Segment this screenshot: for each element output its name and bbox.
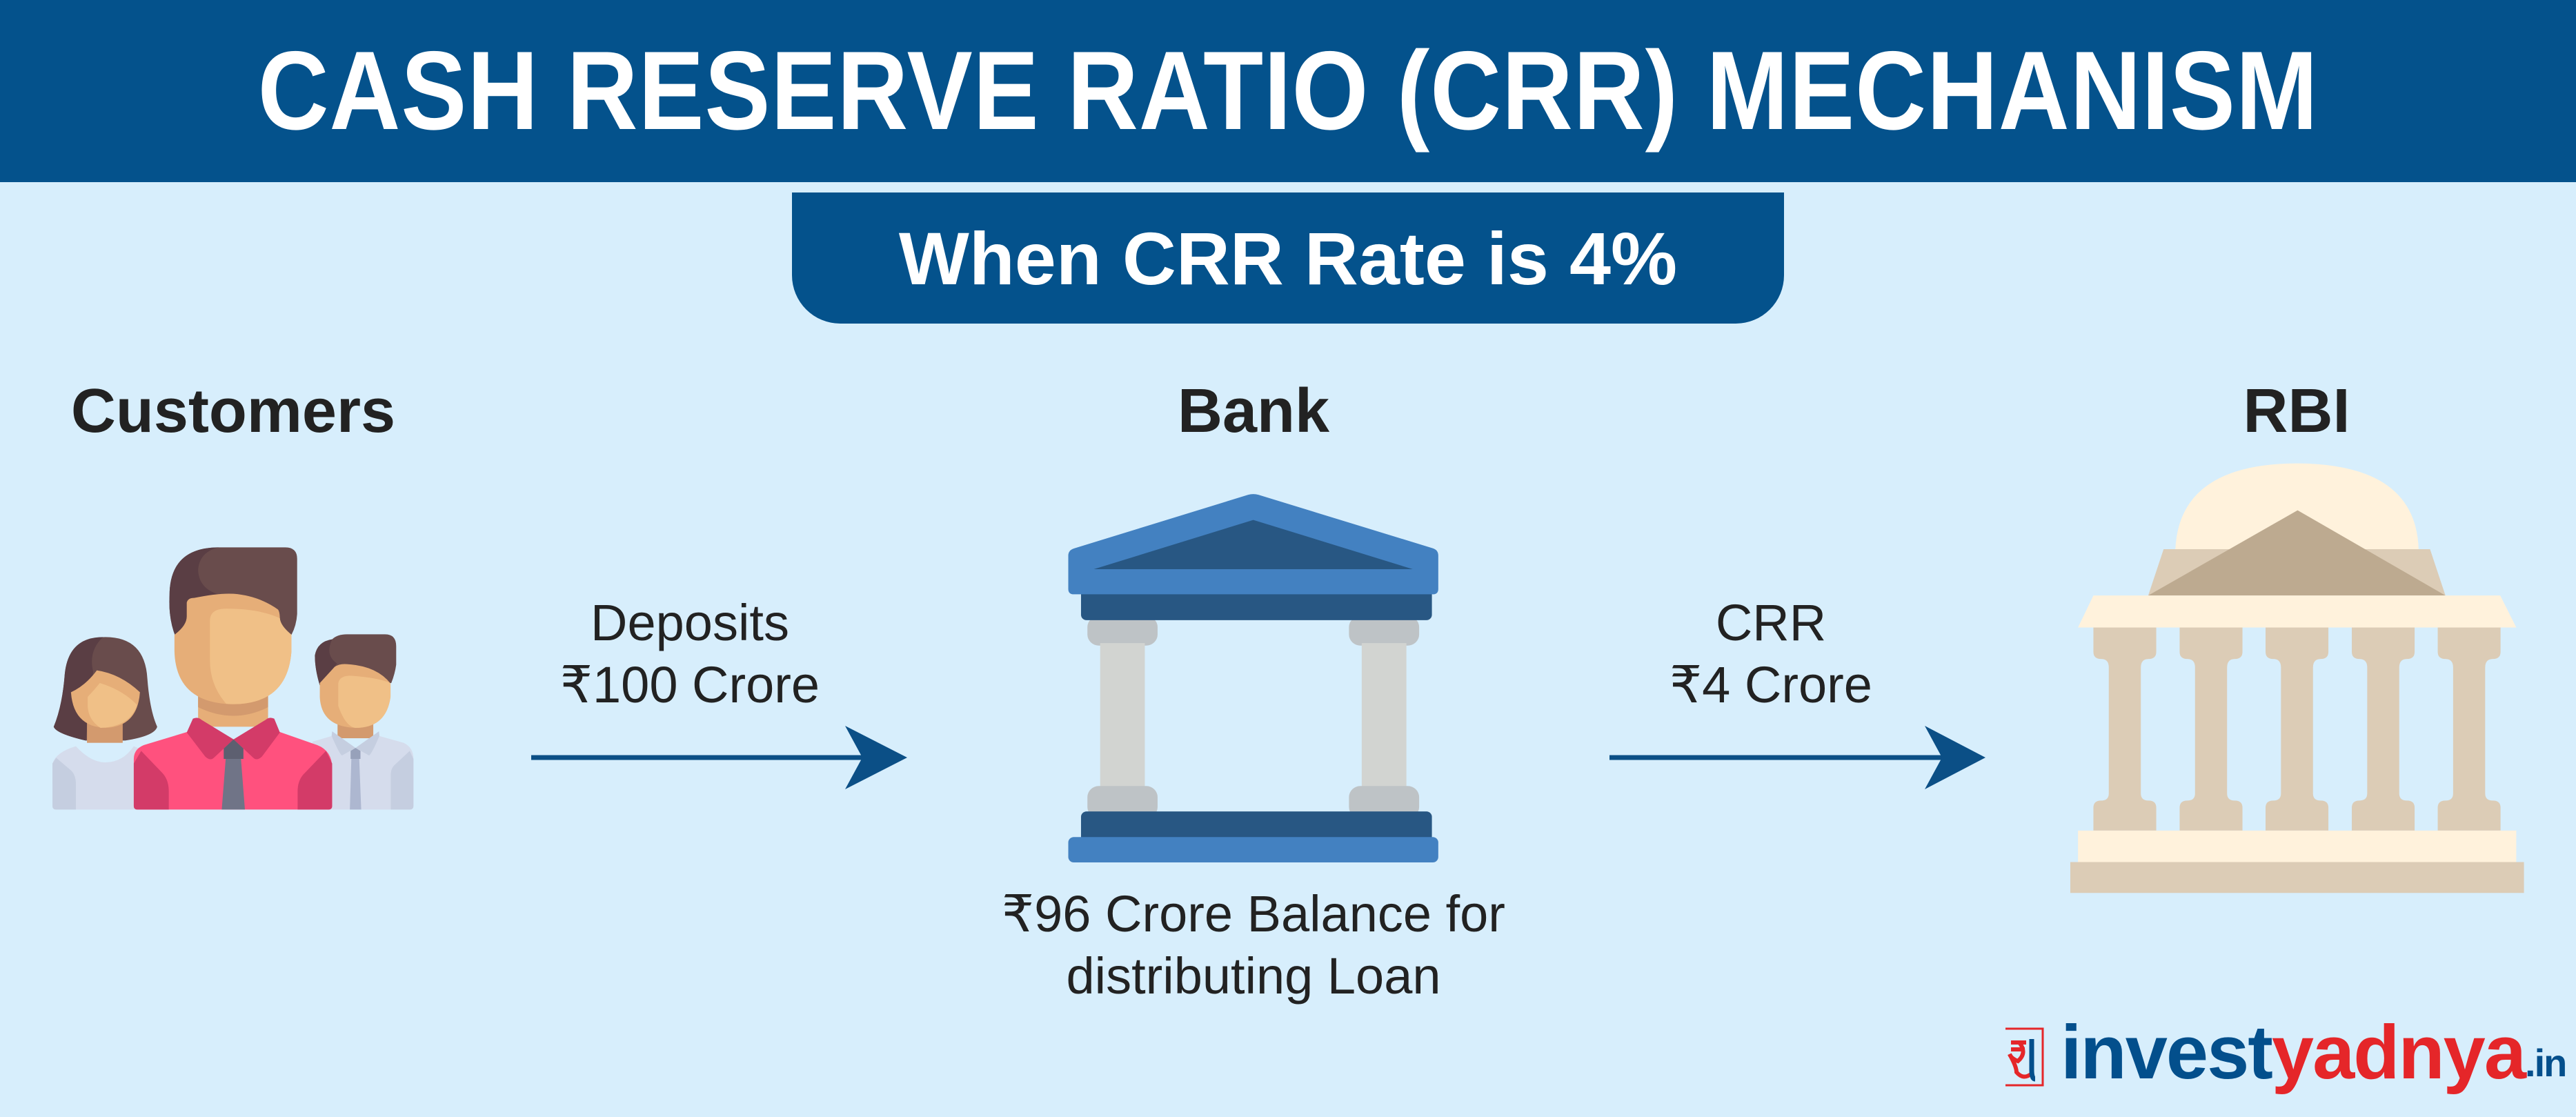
- subtitle-box: When CRR Rate is 4%: [792, 192, 1784, 324]
- crr-flow-label: CRR ₹4 Crore: [1670, 592, 1872, 716]
- deposits-amount: ₹100 Crore: [559, 656, 820, 713]
- bank-caption: ₹96 Crore Balance for distributing Loan: [1002, 883, 1505, 1007]
- bank-building-icon: [1068, 494, 1438, 862]
- bank-label: Bank: [1177, 377, 1330, 446]
- crr-title: CRR: [1715, 594, 1827, 651]
- rupee-logo-icon: [2005, 1027, 2044, 1087]
- logo-text-domain: .in: [2525, 1041, 2567, 1085]
- subtitle: When CRR Rate is 4%: [898, 216, 1678, 300]
- rbi-label: RBI: [2243, 377, 2350, 446]
- header-banner: CASH RESERVE RATIO (CRR) MECHANISM: [0, 0, 2576, 182]
- bank-caption-line1: ₹96 Crore Balance for: [1002, 885, 1505, 942]
- rbi-building-icon: [2070, 463, 2524, 893]
- logo-text-yadnya: yadnya: [2271, 1010, 2526, 1095]
- logo-text-invest: invest: [2061, 1010, 2273, 1095]
- people-icon: [52, 547, 414, 810]
- page-title: CASH RESERVE RATIO (CRR) MECHANISM: [257, 28, 2319, 153]
- crr-arrow: [1609, 726, 1985, 789]
- bank-caption-line2: distributing Loan: [1066, 947, 1441, 1005]
- deposit-arrow: [531, 726, 907, 789]
- deposits-flow-label: Deposits ₹100 Crore: [560, 592, 820, 716]
- customers-label: Customers: [70, 377, 396, 446]
- investyadnya-logo: invest yadnya .in: [2004, 1010, 2567, 1095]
- deposits-title: Deposits: [591, 594, 789, 651]
- crr-amount: ₹4 Crore: [1670, 656, 1872, 713]
